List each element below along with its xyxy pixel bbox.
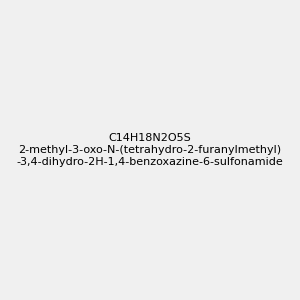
Text: C14H18N2O5S
2-methyl-3-oxo-N-(tetrahydro-2-furanylmethyl)
-3,4-dihydro-2H-1,4-be: C14H18N2O5S 2-methyl-3-oxo-N-(tetrahydro… — [16, 134, 283, 166]
